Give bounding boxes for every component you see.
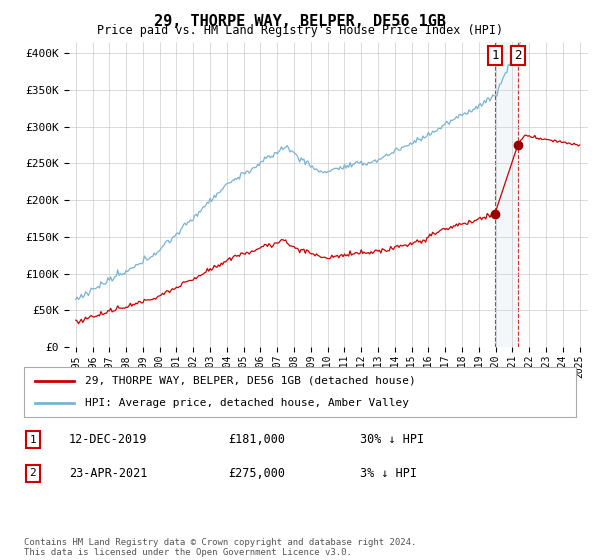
Text: 12-DEC-2019: 12-DEC-2019	[69, 433, 148, 446]
Text: 1: 1	[491, 49, 499, 62]
Text: Price paid vs. HM Land Registry's House Price Index (HPI): Price paid vs. HM Land Registry's House …	[97, 24, 503, 36]
Text: 1: 1	[29, 435, 37, 445]
Text: £275,000: £275,000	[228, 466, 285, 480]
Text: 23-APR-2021: 23-APR-2021	[69, 466, 148, 480]
Text: 2: 2	[29, 468, 37, 478]
Text: 29, THORPE WAY, BELPER, DE56 1GB (detached house): 29, THORPE WAY, BELPER, DE56 1GB (detach…	[85, 376, 415, 386]
Text: 3% ↓ HPI: 3% ↓ HPI	[360, 466, 417, 480]
Bar	[495, 42, 518, 347]
Text: 2: 2	[514, 49, 521, 62]
Text: 29, THORPE WAY, BELPER, DE56 1GB: 29, THORPE WAY, BELPER, DE56 1GB	[154, 14, 446, 29]
Text: HPI: Average price, detached house, Amber Valley: HPI: Average price, detached house, Ambe…	[85, 398, 409, 408]
Text: 30% ↓ HPI: 30% ↓ HPI	[360, 433, 424, 446]
Text: Contains HM Land Registry data © Crown copyright and database right 2024.
This d: Contains HM Land Registry data © Crown c…	[24, 538, 416, 557]
Text: £181,000: £181,000	[228, 433, 285, 446]
